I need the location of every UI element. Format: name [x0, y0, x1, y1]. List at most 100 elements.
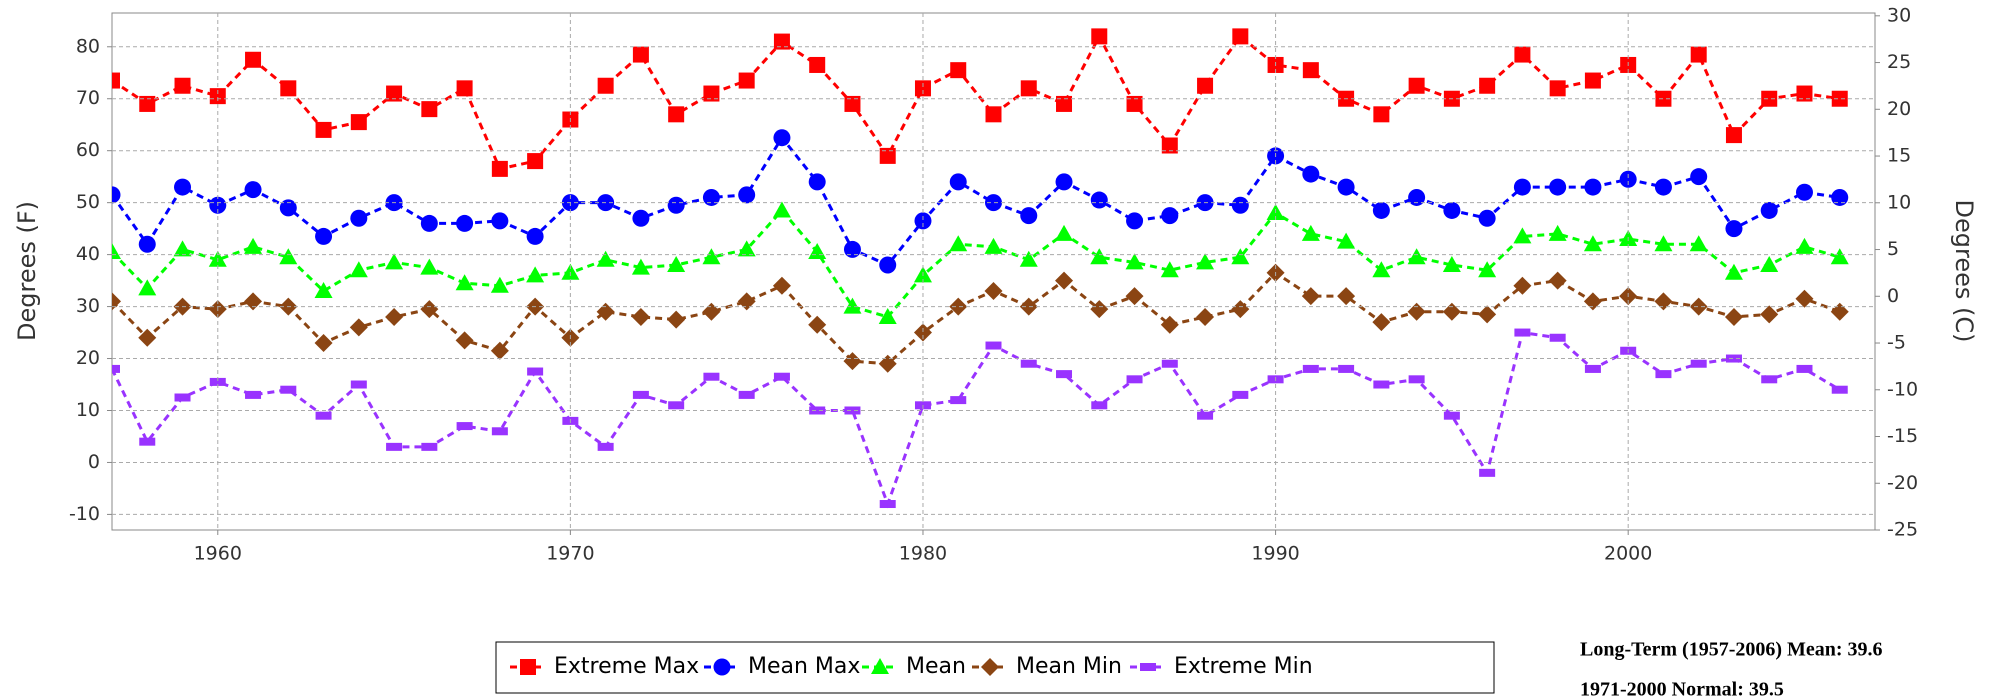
data-point [526, 266, 545, 283]
data-point [738, 186, 756, 204]
data-point [879, 147, 896, 164]
data-point [1584, 72, 1601, 89]
data-point [913, 323, 932, 342]
data-point [1443, 411, 1460, 420]
data-point [1020, 359, 1037, 368]
legend-marker [981, 658, 999, 676]
data-point [1655, 370, 1672, 379]
y2-tick-label: 30 [1887, 4, 1911, 26]
data-point [280, 80, 297, 97]
data-point [1197, 77, 1214, 94]
data-point [244, 181, 262, 199]
data-point [1514, 46, 1531, 63]
data-point [1160, 261, 1179, 278]
data-point [1830, 302, 1849, 321]
data-point [244, 237, 263, 254]
y2-tick-label: 15 [1887, 145, 1911, 167]
y2-tick-label: -5 [1887, 332, 1906, 354]
data-point [1654, 292, 1673, 311]
data-point [1408, 188, 1426, 206]
data-point [1337, 178, 1355, 196]
data-point [879, 256, 897, 274]
data-point [315, 121, 332, 138]
data-point [455, 274, 474, 291]
data-point [808, 173, 826, 191]
data-point [1020, 80, 1037, 97]
y-tick-label: 10 [76, 399, 100, 421]
data-point [1689, 235, 1708, 252]
data-point [737, 292, 756, 311]
legend-label: Mean Min [1016, 654, 1122, 679]
data-point [138, 235, 156, 253]
x-tick-label: 2000 [1604, 543, 1652, 565]
data-point [174, 178, 192, 196]
data-point [1056, 95, 1073, 112]
x-tick-label: 1960 [194, 543, 242, 565]
data-point [596, 302, 615, 321]
data-point [1442, 256, 1461, 273]
data-point [1019, 250, 1038, 267]
data-point [112, 72, 120, 89]
data-point [421, 101, 438, 118]
data-point [878, 307, 897, 324]
data-point [420, 214, 438, 232]
legend-marker [520, 659, 536, 675]
data-point [668, 401, 685, 410]
data-point [1761, 90, 1778, 107]
data-point [1584, 178, 1602, 196]
y2-tick-label: 0 [1887, 285, 1899, 307]
data-point [1372, 201, 1390, 219]
data-point [456, 80, 473, 97]
y2-tick-label: 25 [1887, 51, 1911, 73]
data-point [772, 201, 791, 218]
data-point [1478, 261, 1497, 278]
data-point [1197, 411, 1214, 420]
data-point [1689, 297, 1708, 316]
data-point [1161, 137, 1178, 154]
data-point [279, 199, 297, 217]
data-point [279, 248, 298, 265]
y-tick-label: 40 [76, 243, 100, 265]
data-point [1725, 354, 1742, 363]
data-point [843, 240, 861, 258]
data-point [1795, 289, 1814, 308]
data-point [1126, 95, 1143, 112]
data-point [1795, 237, 1814, 254]
data-point [1583, 292, 1602, 311]
data-point [1301, 224, 1320, 241]
data-point [632, 209, 650, 227]
data-point [1055, 173, 1073, 191]
data-point [1231, 196, 1249, 214]
data-point [490, 341, 509, 360]
data-point [385, 253, 404, 270]
data-point [1583, 235, 1602, 252]
data-point [1548, 271, 1567, 290]
data-point [1549, 80, 1566, 97]
data-point [1479, 77, 1496, 94]
data-point [350, 380, 367, 389]
data-point [1478, 209, 1496, 227]
legend-label: Mean [906, 654, 966, 679]
data-point [456, 422, 473, 431]
data-point [1161, 359, 1178, 368]
data-point [773, 372, 790, 381]
data-point [1478, 305, 1497, 324]
data-point [209, 377, 226, 386]
data-point [1161, 207, 1179, 225]
data-point [1125, 253, 1144, 270]
data-point [1513, 276, 1532, 295]
data-point [314, 333, 333, 352]
data-point [1407, 248, 1426, 265]
data-point [1056, 370, 1073, 379]
data-point [1584, 364, 1601, 373]
x-tick-label: 1980 [899, 543, 947, 565]
x-tick-label: 1970 [546, 543, 594, 565]
data-point [527, 367, 544, 376]
data-point [280, 385, 297, 394]
note: 1971-2000 Normal: 39.5 [1580, 679, 1784, 699]
data-point [1125, 287, 1144, 306]
y2-axis-label: Degrees (C) [1950, 200, 1978, 343]
data-point [738, 72, 755, 89]
data-point [526, 227, 544, 245]
y2-tick-label: -20 [1887, 472, 1918, 494]
